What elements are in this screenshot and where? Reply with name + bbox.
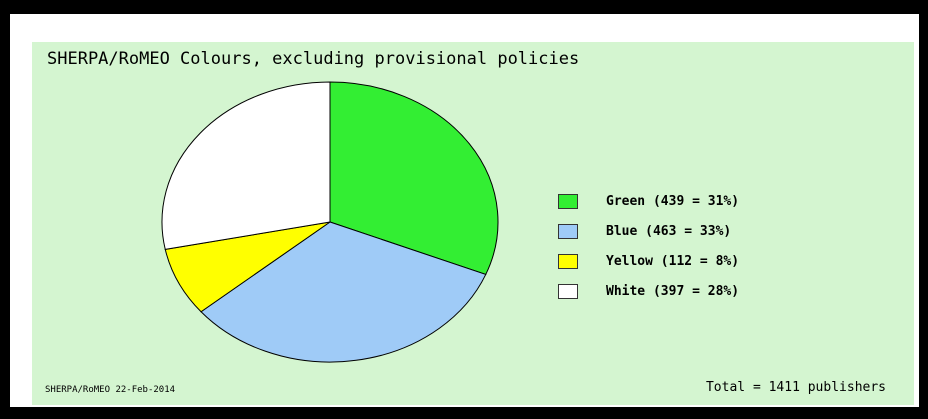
legend-label-green: Green (439 = 31%) bbox=[606, 193, 740, 209]
legend-label-white: White (397 = 28%) bbox=[606, 283, 740, 299]
legend: Green (439 = 31%) Blue (463 = 33%) Yello… bbox=[558, 186, 739, 306]
pie-chart bbox=[161, 81, 499, 363]
legend-item-blue: Blue (463 = 33%) bbox=[558, 216, 739, 246]
legend-item-green: Green (439 = 31%) bbox=[558, 186, 739, 216]
legend-item-yellow: Yellow (112 = 8%) bbox=[558, 246, 739, 276]
legend-swatch-white bbox=[558, 283, 578, 299]
pie-slice-blue bbox=[200, 221, 487, 363]
legend-swatch-blue bbox=[558, 223, 578, 239]
chart-panel: SHERPA/RoMEO Colours, excluding provisio… bbox=[32, 42, 914, 405]
legend-swatch-yellow bbox=[558, 253, 578, 269]
legend-label-yellow: Yellow (112 = 8%) bbox=[606, 253, 740, 269]
chart-title: SHERPA/RoMEO Colours, excluding provisio… bbox=[47, 49, 580, 69]
legend-swatch-green bbox=[558, 193, 578, 209]
chart-date-credit: SHERPA/RoMEO 22-Feb-2014 bbox=[45, 385, 176, 395]
pie-slice-green bbox=[329, 81, 499, 276]
legend-label-blue: Blue (463 = 33%) bbox=[606, 223, 732, 239]
chart-total: Total = 1411 publishers bbox=[705, 380, 886, 395]
chart-frame: SHERPA/RoMEO Colours, excluding provisio… bbox=[10, 14, 919, 407]
legend-item-white: White (397 = 28%) bbox=[558, 276, 739, 306]
pie-slice-white bbox=[161, 81, 331, 250]
